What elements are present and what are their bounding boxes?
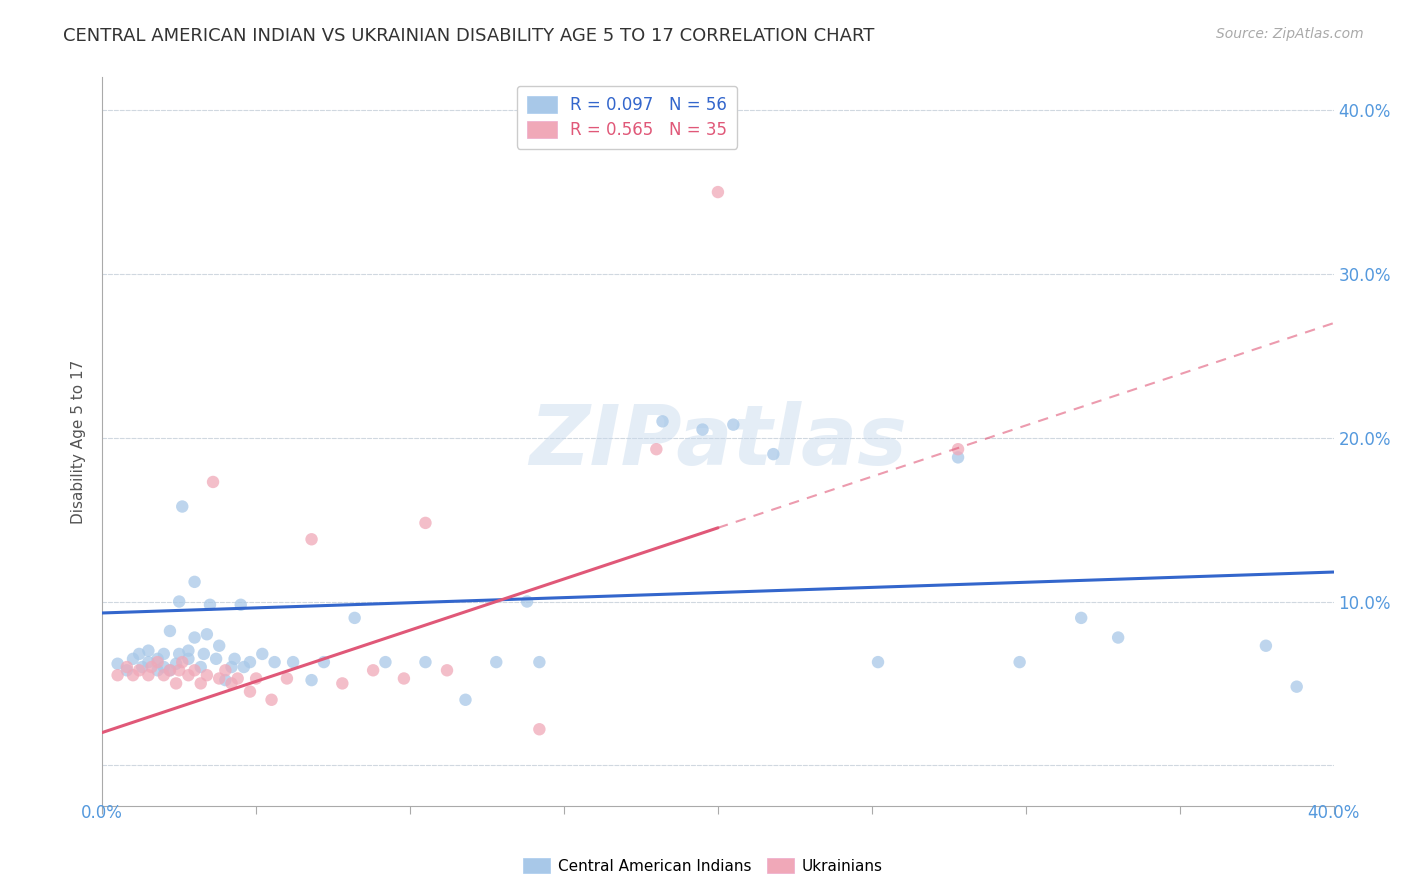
Point — [205, 652, 228, 666]
Point — [122, 652, 145, 666]
Point — [146, 655, 169, 669]
Point — [263, 655, 285, 669]
Point — [115, 660, 138, 674]
Point — [529, 655, 551, 669]
Point — [529, 723, 551, 737]
Point — [516, 594, 538, 608]
Point — [651, 414, 673, 428]
Point — [198, 598, 221, 612]
Point — [707, 185, 730, 199]
Point — [485, 655, 508, 669]
Legend: Central American Indians, Ukrainians: Central American Indians, Ukrainians — [517, 852, 889, 880]
Point — [172, 655, 194, 669]
Point — [454, 693, 477, 707]
Point — [723, 417, 745, 432]
Point — [226, 672, 249, 686]
Point — [177, 652, 200, 666]
Point — [392, 672, 415, 686]
Point — [152, 660, 174, 674]
Point — [221, 676, 243, 690]
Text: 40.0%: 40.0% — [1308, 805, 1360, 822]
Point — [141, 660, 163, 674]
Point — [193, 647, 215, 661]
Point — [138, 668, 160, 682]
Point — [301, 533, 323, 547]
Point — [146, 663, 169, 677]
Point — [946, 450, 969, 465]
Point — [312, 655, 335, 669]
Point — [692, 423, 714, 437]
Point — [252, 647, 274, 661]
Point — [436, 663, 458, 677]
Point — [159, 624, 181, 638]
Point — [301, 673, 323, 687]
Point — [152, 668, 174, 682]
Point — [195, 668, 218, 682]
Point — [107, 668, 129, 682]
Point — [1285, 680, 1308, 694]
Point — [214, 663, 236, 677]
Point — [330, 676, 353, 690]
Point — [214, 673, 236, 687]
Text: ZIPatlas: ZIPatlas — [529, 401, 907, 483]
Point — [195, 627, 218, 641]
Point — [1070, 611, 1092, 625]
Point — [374, 655, 396, 669]
Point — [167, 594, 190, 608]
Point — [343, 611, 366, 625]
Legend: R = 0.097   N = 56, R = 0.565   N = 35: R = 0.097 N = 56, R = 0.565 N = 35 — [517, 86, 737, 149]
Point — [115, 663, 138, 677]
Point — [645, 442, 668, 457]
Point — [1107, 631, 1129, 645]
Point — [159, 663, 181, 677]
Point — [128, 663, 150, 677]
Text: Source: ZipAtlas.com: Source: ZipAtlas.com — [1216, 27, 1364, 41]
Text: CENTRAL AMERICAN INDIAN VS UKRAINIAN DISABILITY AGE 5 TO 17 CORRELATION CHART: CENTRAL AMERICAN INDIAN VS UKRAINIAN DIS… — [63, 27, 875, 45]
Point — [138, 643, 160, 657]
Point — [138, 655, 160, 669]
Point — [1008, 655, 1031, 669]
Point — [224, 652, 246, 666]
Point — [128, 647, 150, 661]
Point — [190, 676, 212, 690]
Point — [762, 447, 785, 461]
Point — [415, 655, 437, 669]
Point — [183, 663, 205, 677]
Point — [165, 657, 187, 671]
Point — [177, 643, 200, 657]
Point — [415, 516, 437, 530]
Point — [281, 655, 304, 669]
Point — [202, 475, 225, 489]
Point — [239, 684, 262, 698]
Point — [866, 655, 889, 669]
Point — [221, 660, 243, 674]
Point — [1254, 639, 1277, 653]
Point — [167, 663, 190, 677]
Point — [131, 660, 153, 674]
Point — [152, 647, 174, 661]
Point — [165, 676, 187, 690]
Point — [245, 672, 267, 686]
Point — [146, 652, 169, 666]
Point — [167, 647, 190, 661]
Point — [122, 668, 145, 682]
Point — [183, 631, 205, 645]
Point — [946, 442, 969, 457]
Point — [232, 660, 254, 674]
Point — [239, 655, 262, 669]
Point — [190, 660, 212, 674]
Point — [208, 639, 231, 653]
Point — [361, 663, 384, 677]
Point — [260, 693, 283, 707]
Y-axis label: Disability Age 5 to 17: Disability Age 5 to 17 — [72, 359, 86, 524]
Point — [159, 663, 181, 677]
Point — [276, 672, 298, 686]
Text: 0.0%: 0.0% — [82, 805, 124, 822]
Point — [107, 657, 129, 671]
Point — [229, 598, 252, 612]
Point — [177, 668, 200, 682]
Point — [172, 500, 194, 514]
Point — [183, 574, 205, 589]
Point — [208, 672, 231, 686]
